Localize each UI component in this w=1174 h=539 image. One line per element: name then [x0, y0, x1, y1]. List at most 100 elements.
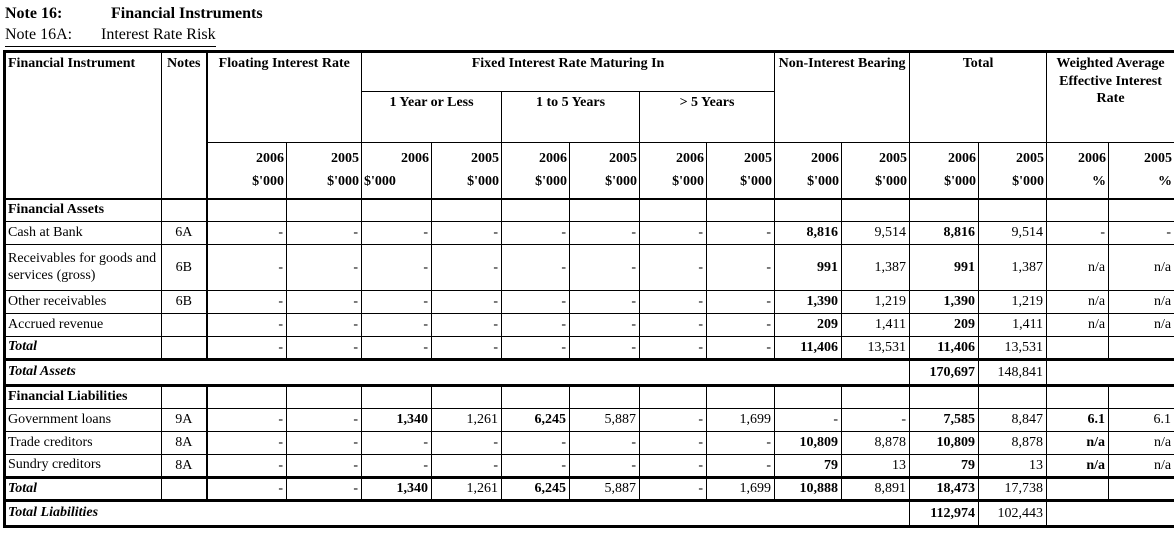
cell-1to5-2005: 5,887: [569, 408, 641, 432]
year-label: 2005: [1016, 151, 1045, 167]
col-header-fixed-interest-rate: Fixed Interest Rate Maturing In: [361, 51, 776, 92]
row-label: Receivables for goods and services (gros…: [4, 244, 162, 291]
col-header-wa-2006: 2006%: [1046, 142, 1110, 200]
cell-floating-2005: -: [285, 221, 363, 245]
cell-floating-2005: -: [285, 244, 363, 291]
cell-floating-2005: [285, 385, 363, 409]
cell-gt5-2005: -: [706, 244, 776, 291]
cell-1y-2006: -: [361, 431, 433, 455]
unit-label: $'000: [807, 174, 840, 190]
cell-total-2005: [978, 385, 1048, 409]
cell-floating-2005: [285, 198, 363, 222]
cell-floating-2006: -: [205, 290, 287, 314]
cell-1y-2005: -: [431, 244, 503, 291]
cell-1to5-2006: 6,245: [501, 476, 571, 501]
cell-gt5-2006: -: [639, 476, 708, 501]
table-row: Financial Assets: [4, 198, 1174, 222]
unit-label: $'000: [1012, 174, 1045, 190]
col-header-gt5-2005: 2005 $'000: [706, 142, 776, 200]
unit-label: $'000: [327, 174, 360, 190]
row-label: Total: [4, 476, 162, 501]
cell-1y-2005: -: [431, 454, 503, 478]
cell-total-2006: 11,406: [909, 336, 980, 360]
cell-nib-2005: 9,514: [841, 221, 911, 245]
cell-1to5-2006: -: [501, 244, 571, 291]
col-header-total-2006: 2006 $'000: [909, 142, 980, 200]
cell-nib-2005: 13,531: [841, 336, 911, 360]
row-note: 9A: [161, 408, 207, 432]
cell-total-2006: 10,809: [909, 431, 980, 455]
cell-wa-2005: -: [1108, 221, 1174, 245]
table-row: Government loans 9A - -1,340 1,261 6,245 5,887…: [4, 408, 1174, 432]
table-row: Total - - - - - - - -11,406 13,531 11,406 13,531: [4, 336, 1174, 360]
cell-total-2005: 9,514: [978, 221, 1048, 245]
year-label: 2005: [744, 151, 773, 167]
row-note: 6B: [161, 290, 207, 314]
row-label: Sundry creditors: [4, 454, 162, 478]
cell-total-2005: 8,847: [978, 408, 1048, 432]
cell-nib-2006: 10,809: [774, 431, 843, 455]
cell-1to5-2006: -: [501, 290, 571, 314]
col-header-floating-interest-rate: Floating Interest Rate: [205, 51, 363, 143]
cell-1y-2006: 1,340: [361, 408, 433, 432]
page: Note 16: Financial Instruments Note 16A: I…: [3, 5, 1174, 528]
year-label: 2006: [256, 151, 284, 167]
cell-wa-2005: [1108, 476, 1174, 501]
row-label: Total: [4, 336, 162, 360]
cell-gt5-2006: [639, 198, 708, 222]
cell-gt5-2006: -: [639, 221, 708, 245]
col-header-wa-2005: 2005%: [1108, 142, 1174, 200]
year-label: 2006: [1078, 151, 1107, 167]
note-title-text: Financial Instruments: [111, 5, 263, 22]
cell-1to5-2006: -: [501, 313, 571, 337]
year-label: 2006: [401, 151, 430, 167]
cell-wa-2005: n/a: [1108, 454, 1174, 478]
col-header-non-interest-bearing: Non-Interest Bearing: [774, 51, 911, 143]
cell-gt5-2005: -: [706, 313, 776, 337]
cell-1y-2006: 1,340: [361, 476, 433, 501]
cell-1y-2006: -: [361, 313, 433, 337]
cell-wa-2005: n/a: [1108, 431, 1174, 455]
cell-1to5-2005: -: [569, 431, 641, 455]
year-label: 2005: [609, 151, 638, 167]
cell-wa-merged: [1046, 358, 1174, 387]
table-row: Sundry creditors 8A - - - - - - - -79 13 79 13 n/a n/a: [4, 454, 1174, 478]
row-note: [161, 198, 207, 222]
row-note: 6A: [161, 221, 207, 245]
row-label: Total Liabilities: [3, 499, 911, 528]
cell-total-2005: 13: [978, 454, 1048, 478]
cell-1to5-2005: [569, 385, 641, 409]
cell-wa-2005: n/a: [1108, 290, 1174, 314]
cell-1to5-2005: -: [569, 244, 641, 291]
row-note: [161, 313, 207, 337]
col-header-weighted-average: Weighted Average Effective Interest Rate: [1046, 51, 1174, 143]
cell-gt5-2005: -: [706, 454, 776, 478]
cell-wa-2006: n/a: [1046, 313, 1110, 337]
col-header-total-2005: 2005 $'000: [978, 142, 1048, 200]
note-number: Note 16:: [5, 5, 63, 22]
col-header-1-year-or-less: 1 Year or Less: [361, 91, 503, 143]
cell-floating-2006: [205, 198, 287, 222]
col-header-total: Total: [909, 51, 1048, 143]
cell-nib-2006: 209: [774, 313, 843, 337]
row-label: Other receivables: [4, 290, 162, 314]
year-label: 2006: [811, 151, 840, 167]
col-header-1to5-2006: 2006 $'000: [501, 142, 571, 200]
cell-total-2006: 209: [909, 313, 980, 337]
col-header-nib-2005: 2005 $'000: [841, 142, 911, 200]
year-label: 2005: [879, 151, 908, 167]
cell-1y-2006: -: [361, 290, 433, 314]
cell-nib-2006: -: [774, 408, 843, 432]
cell-gt5-2005: -: [706, 336, 776, 360]
cell-1to5-2006: -: [501, 221, 571, 245]
row-label: Government loans: [4, 408, 162, 432]
table-row: Trade creditors 8A - - - - - - - -10,809 8,878 10,8…: [4, 431, 1174, 455]
cell-1to5-2006: -: [501, 336, 571, 360]
cell-nib-2005: 1,411: [841, 313, 911, 337]
cell-total-2006: [909, 385, 980, 409]
cell-floating-2005: -: [285, 290, 363, 314]
cell-total-2005: 13,531: [978, 336, 1048, 360]
cell-1y-2005: -: [431, 313, 503, 337]
row-note: [161, 476, 207, 501]
cell-floating-2006: -: [205, 454, 287, 478]
